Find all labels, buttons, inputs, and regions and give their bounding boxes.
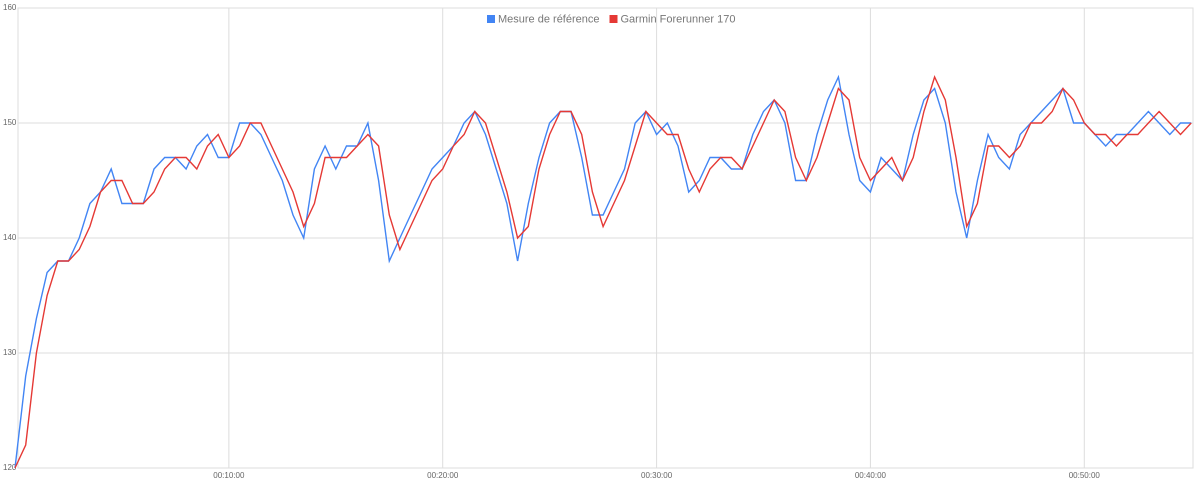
legend-swatch xyxy=(487,15,495,23)
x-tick-label: 00:10:00 xyxy=(213,471,245,480)
y-tick-label: 150 xyxy=(3,118,17,127)
series-line xyxy=(14,74,1192,469)
x-tick-label: 00:50:00 xyxy=(1069,471,1101,480)
legend-swatch xyxy=(609,15,618,23)
legend-label: Garmin Forerunner 170 xyxy=(621,13,736,25)
y-tick-label: 130 xyxy=(3,348,17,357)
x-tick-label: 00:40:00 xyxy=(855,471,887,480)
y-tick-label: 160 xyxy=(3,3,17,12)
x-tick-label: 00:20:00 xyxy=(427,471,459,480)
x-tick-label: 00:30:00 xyxy=(641,471,673,480)
legend-label: Mesure de référence xyxy=(498,13,600,25)
y-tick-label: 140 xyxy=(3,233,17,242)
series-line xyxy=(14,75,1192,469)
y-tick-label: 120 xyxy=(3,463,17,472)
